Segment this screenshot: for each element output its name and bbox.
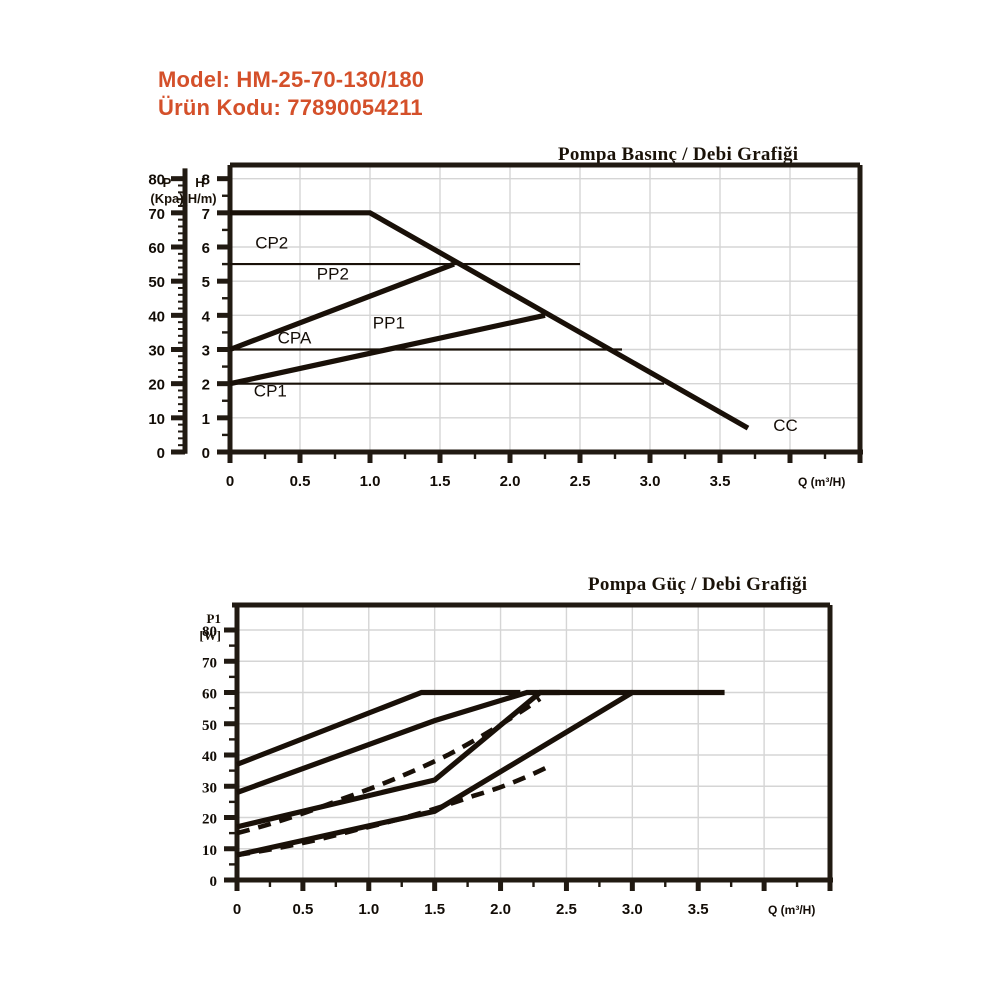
curve-label: CC (773, 416, 798, 435)
curve-power-curve-2 (236, 689, 560, 795)
p-tick-label: 0 (157, 445, 165, 462)
x-tick-label: 3.0 (622, 901, 643, 918)
x-tick-label: 2.0 (490, 901, 511, 918)
product-header: Model: HM-25-70-130/180 Ürün Kodu: 77890… (158, 66, 424, 122)
x-tick-label: 2.5 (570, 473, 591, 490)
x-tick-label: 1.0 (358, 901, 379, 918)
x-tick-label: 3.5 (688, 901, 709, 918)
p-axis-ruler: 0 10 20 30 40 50 60 70 80P(Kpa) (148, 168, 188, 462)
h-tick-label: 2 (202, 377, 210, 394)
y-tick-label: 10 (202, 843, 217, 859)
h-axis-name: H (195, 175, 204, 190)
p-tick-label: 70 (148, 206, 165, 223)
y-tick-label: 20 (202, 812, 217, 828)
chart1-curves (229, 210, 750, 431)
p-tick-label: 60 (148, 240, 165, 257)
curve-power-curve-dashed-2 (236, 765, 548, 858)
h-tick-label: 3 (202, 343, 210, 360)
h-tick-label: 4 (202, 308, 211, 325)
curve-label: CP1 (254, 382, 287, 401)
y-tick-label: 0 (210, 874, 218, 890)
x-tick-label: 1.0 (360, 473, 381, 490)
chart1-frame (226, 162, 863, 455)
h-tick-label: 1 (202, 411, 210, 428)
curve-PP2 (229, 261, 455, 352)
p-tick-label: 50 (148, 274, 165, 291)
product-code-line: Ürün Kodu: 77890054211 (158, 95, 423, 120)
x-tick-label: 2.5 (556, 901, 577, 918)
x-tick-label: 0 (233, 901, 241, 918)
h-tick-label: 0 (202, 445, 210, 462)
y-tick-label: 60 (202, 687, 217, 703)
x-tick-label: 3.0 (640, 473, 661, 490)
x-tick-label: 0.5 (290, 473, 311, 490)
h-tick-label: 8 (202, 172, 210, 189)
h-axis: 0 1 2 3 4 5 6 7 8H(H/m) (183, 172, 230, 462)
curve-power-curve-1 (236, 689, 521, 767)
power-flow-chart: Pompa Güç / Debi Grafiği 0 10 20 30 40 50 60 70… (0, 560, 1000, 940)
chart2-curves (236, 689, 725, 858)
curve-label: PP1 (373, 313, 405, 332)
curve-power-curve-dashed-1 (236, 696, 542, 836)
p-tick-label: 30 (148, 343, 165, 360)
curve-power-curve-3 (236, 689, 633, 830)
curve-label: CPA (278, 328, 312, 347)
p1-axis-name: P1 (207, 611, 221, 626)
y-tick-label: 80 (202, 624, 217, 640)
x-tick-label: 0 (226, 473, 234, 490)
x-tick-label: 0.5 (292, 901, 313, 918)
p1-axis-unit: [W] (199, 628, 221, 643)
model-line: Model: HM-25-70-130/180 (158, 67, 425, 92)
p-tick-label: 40 (148, 308, 165, 325)
pressure-flow-chart: Pompa Basınç / Debi Grafiği 0 1 2 3 4 5 6 7 8 H (H… (0, 140, 1000, 500)
chart2-x-unit: Q (m³/H) (768, 903, 815, 917)
chart1-gridlines (229, 165, 861, 453)
y-tick-label: 30 (202, 780, 217, 796)
curve-label: PP2 (317, 264, 349, 283)
y-tick-label: 40 (202, 749, 217, 765)
h-axis-unit: (H/m) (183, 191, 216, 206)
p-axis-name: P (163, 175, 172, 190)
h-tick-label: 6 (202, 240, 210, 257)
y-tick-label: 50 (202, 718, 217, 734)
chart2-title: Pompa Güç / Debi Grafiği (588, 574, 808, 595)
chart2-x-axis: 0 0.5 1.0 1.5 2.0 2.5 3.0 3.5 Q (m³/H) (233, 880, 833, 918)
p-axis-unit: (Kpa) (150, 191, 183, 206)
h-tick-label: 5 (202, 274, 210, 291)
chart1-x-axis: 0 0.5 1.0 1.5 2.0 2.5 3.0 3.5 Q (m³/H) (226, 452, 863, 490)
curve-CC (230, 210, 750, 431)
h-tick-label: 7 (202, 206, 210, 223)
x-tick-label: 1.5 (424, 901, 445, 918)
y-tick-label: 70 (202, 655, 217, 671)
curve-label: CP2 (255, 234, 288, 253)
p-tick-label: 10 (148, 411, 165, 428)
curve-power-curve-4 (236, 689, 725, 858)
chart1-curve-labels: CP2 PP2 CPA PP1 CP1 CC (254, 234, 798, 435)
x-tick-label: 1.5 (430, 473, 451, 490)
chart1-title: Pompa Basınç / Debi Grafiği (558, 144, 799, 165)
p-tick-label: 80 (148, 172, 165, 189)
p-tick-label: 20 (148, 377, 165, 394)
x-tick-label: 3.5 (710, 473, 731, 490)
chart1-x-unit: Q (m³/H) (798, 475, 845, 489)
x-tick-label: 2.0 (500, 473, 521, 490)
